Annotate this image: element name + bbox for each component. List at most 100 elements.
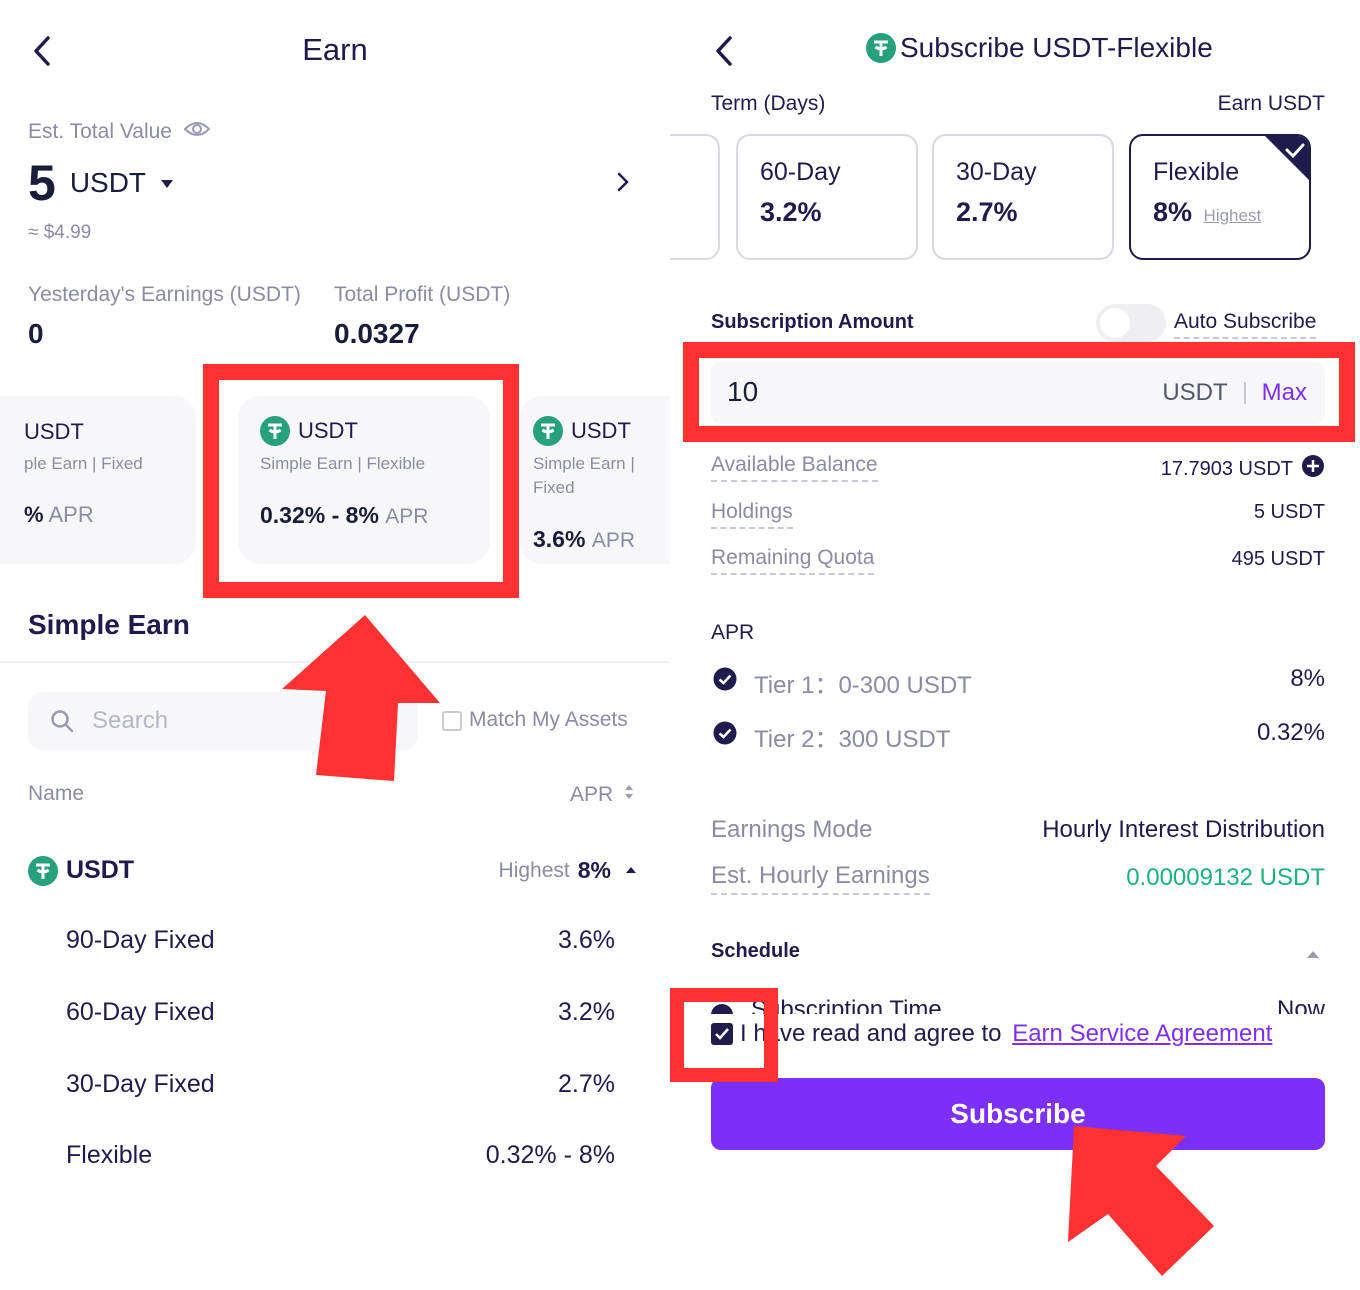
check-circle-icon	[713, 667, 737, 691]
product-row-30day[interactable]: 30-Day Fixed 2.7%	[66, 1070, 615, 1099]
match-assets-label: Match My Assets	[469, 708, 628, 731]
amount-value[interactable]: 10	[727, 376, 759, 407]
annotation-box-amount	[683, 342, 1355, 442]
apr-label: APR	[711, 621, 755, 644]
agree-text: I have read and agree to	[740, 1020, 1002, 1047]
amount-input[interactable]: 10 USDT Max	[711, 362, 1325, 424]
hourly-label[interactable]: Est. Hourly Earnings	[711, 862, 930, 895]
quota-label[interactable]: Remaining Quota	[711, 546, 875, 575]
tether-icon	[260, 416, 290, 446]
holdings-value: 5 USDT	[1253, 501, 1325, 523]
product-apr: 3.6%	[558, 926, 615, 954]
search-icon	[50, 709, 74, 738]
earnings-mode-label: Earnings Mode	[711, 816, 873, 843]
auto-subscribe-toggle[interactable]	[1096, 304, 1166, 342]
product-name: 30-Day Fixed	[66, 1070, 215, 1098]
earnings-mode-value: Hourly Interest Distribution	[1042, 816, 1325, 843]
product-card-fixed-partial[interactable]: USDT ple Earn | Fixed % APR	[0, 396, 196, 564]
card-coin: USDT	[571, 418, 631, 443]
product-apr: 0.32% - 8%	[485, 1141, 615, 1169]
earn-screen: Earn Est. Total Value 5 USDT ≈ $4.99 Yes…	[0, 0, 670, 1290]
back-icon[interactable]	[28, 34, 58, 68]
subscribe-button[interactable]: Subscribe	[711, 1078, 1325, 1150]
separator	[1243, 382, 1246, 404]
est-total-label: Est. Total Value	[28, 120, 172, 143]
subscribe-label: Subscribe	[950, 1098, 1086, 1129]
card-desc: Simple Earn |	[533, 454, 635, 473]
profit-label: Total Profit (USDT)	[334, 283, 511, 306]
term-rate: 3.2%	[760, 197, 822, 227]
section-title: Simple Earn	[28, 609, 190, 640]
sub-time-label: Subscription Time	[751, 996, 942, 1014]
auto-subscribe-label[interactable]: Auto Subscribe	[1174, 310, 1317, 339]
product-row-60day[interactable]: 60-Day Fixed 3.2%	[66, 998, 615, 1027]
product-name: Flexible	[66, 1141, 153, 1169]
available-label[interactable]: Available Balance	[711, 453, 878, 482]
profit-value: 0.0327	[334, 318, 420, 349]
product-card-flexible[interactable]: USDT Simple Earn | Flexible 0.32% - 8% A…	[238, 396, 490, 564]
card-coin: USDT	[24, 419, 84, 444]
term-card-flexible[interactable]: Flexible 8% Highest	[1129, 134, 1311, 260]
collapse-icon[interactable]	[625, 862, 637, 880]
col-apr[interactable]: APR	[570, 782, 614, 806]
earn-label: Earn USDT	[1217, 92, 1325, 115]
product-row-flexible[interactable]: Flexible 0.32% - 8%	[66, 1141, 615, 1170]
highest-tag: Highest	[1203, 206, 1262, 225]
subscribe-screen: Subscribe USDT-Flexible Term (Days) Earn…	[670, 0, 1360, 1290]
card-rate: %	[24, 502, 44, 527]
schedule-collapse-icon[interactable]	[1306, 946, 1320, 964]
coin-name: USDT	[66, 856, 135, 884]
term-card-30day[interactable]: 30-Day 2.7%	[932, 134, 1114, 260]
match-assets-checkbox[interactable]	[442, 711, 462, 731]
selected-check-icon	[1265, 136, 1309, 180]
sort-icon[interactable]	[623, 782, 635, 807]
card-desc: Simple Earn | Flexible	[260, 454, 426, 473]
card-coin: USDT	[298, 418, 358, 443]
agree-checkbox[interactable]	[711, 1023, 733, 1045]
coin-row-usdt[interactable]: USDT Highest 8%	[28, 855, 643, 889]
total-value[interactable]: 5 USDT	[28, 154, 174, 212]
product-name: 60-Day Fixed	[66, 998, 215, 1026]
card-apr-label: APR	[48, 502, 94, 527]
term-card-partial[interactable]	[670, 134, 720, 260]
card-apr-label: APR	[385, 505, 429, 528]
chevron-right-icon[interactable]	[614, 170, 632, 199]
product-row-90day[interactable]: 90-Day Fixed 3.6%	[66, 926, 615, 955]
holdings-label[interactable]: Holdings	[711, 500, 793, 529]
back-icon[interactable]	[710, 34, 740, 68]
col-name: Name	[28, 782, 85, 805]
tether-icon	[28, 856, 58, 886]
schedule-row-clip: Subscription Time Now	[711, 996, 1325, 1014]
max-button[interactable]: Max	[1261, 379, 1307, 406]
term-rate: 2.7%	[956, 197, 1018, 227]
page-title: Subscribe USDT-Flexible	[900, 32, 1213, 63]
tier-value: 8%	[1290, 665, 1325, 692]
product-name: 90-Day Fixed	[66, 926, 215, 954]
page-title: Earn	[302, 32, 368, 67]
schedule-label: Schedule	[711, 940, 800, 962]
product-card-fixed[interactable]: USDT Simple Earn | Fixed 3.6% APR	[520, 396, 670, 564]
amount-unit: USDT	[1162, 379, 1228, 406]
amount-label: Subscription Amount	[711, 311, 914, 333]
tier-label: Tier 2：300 USDT	[754, 726, 951, 753]
caret-down-icon[interactable]	[160, 176, 174, 194]
add-funds-icon[interactable]	[1301, 454, 1325, 484]
term-name: Flexible	[1153, 158, 1240, 186]
search-input[interactable]: Search	[92, 707, 169, 734]
annotation-arrow-diagonal	[1068, 1126, 1214, 1276]
card-rate: 3.6%	[533, 526, 586, 552]
annotation-arrow-up	[282, 615, 440, 781]
term-card-60day[interactable]: 60-Day 3.2%	[736, 134, 918, 260]
tier-label: Tier 1：0-300 USDT	[754, 672, 972, 699]
timeline-dot-icon	[711, 1004, 733, 1014]
available-value: 17.7903 USDT	[1160, 457, 1293, 480]
tether-icon	[866, 33, 896, 63]
annotation-box-checkbox	[670, 988, 778, 1082]
total-amount: 5	[28, 155, 56, 211]
checkmark-icon	[715, 1028, 729, 1040]
tether-icon	[533, 416, 563, 446]
tier-row-2: Tier 2：300 USDT 0.32%	[711, 719, 1325, 753]
eye-icon[interactable]	[183, 120, 211, 144]
card-desc: ple Earn | Fixed	[24, 454, 143, 473]
agreement-link[interactable]: Earn Service Agreement	[1012, 1020, 1273, 1047]
